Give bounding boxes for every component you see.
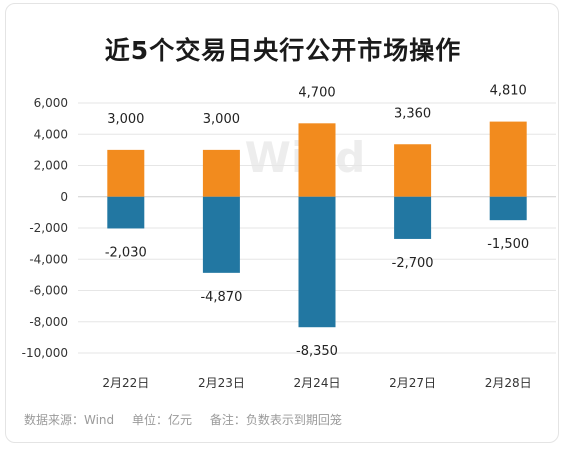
data-source-note: 数据来源：Wind <box>24 413 115 427</box>
x-category-label: 2月24日 <box>294 376 341 390</box>
y-tick-label: -10,000 <box>22 346 68 360</box>
positive-data-label: 3,000 <box>203 112 240 127</box>
chart-card <box>5 3 559 443</box>
negative-note: 备注：负数表示到期回笼 <box>209 413 342 427</box>
negative-bar <box>489 196 527 221</box>
positive-data-label: 3,000 <box>107 112 144 127</box>
y-tick-label: 2,000 <box>34 159 68 173</box>
positive-data-label: 4,810 <box>490 84 527 99</box>
negative-data-label: -2,030 <box>105 245 147 260</box>
y-tick-label: 0 <box>60 190 68 204</box>
unit-note: 单位：亿元 <box>132 413 193 427</box>
y-tick-label: -8,000 <box>29 315 68 329</box>
y-tick-label: 6,000 <box>34 96 68 110</box>
x-category-label: 2月27日 <box>389 376 436 390</box>
x-category-label: 2月28日 <box>485 376 532 390</box>
y-tick-label: -6,000 <box>29 284 68 298</box>
positive-data-label: 3,360 <box>394 106 431 121</box>
y-tick-label: -2,000 <box>29 221 68 235</box>
positive-data-label: 4,700 <box>298 85 335 100</box>
negative-bar <box>202 196 240 273</box>
negative-bar <box>394 196 432 239</box>
y-tick-label: -4,000 <box>29 252 68 266</box>
positive-bar <box>202 149 240 197</box>
positive-bar <box>394 144 432 197</box>
negative-data-label: -1,500 <box>487 237 529 252</box>
negative-bar <box>298 196 336 328</box>
chart-footer: 数据来源：Wind 单位：亿元 备注：负数表示到期回笼 <box>24 411 356 428</box>
positive-bar <box>298 123 336 197</box>
negative-bar <box>107 196 145 229</box>
positive-bar <box>107 149 145 197</box>
x-category-label: 2月22日 <box>102 376 149 390</box>
negative-data-label: -8,350 <box>296 344 338 359</box>
negative-data-label: -4,870 <box>200 290 242 305</box>
negative-data-label: -2,700 <box>392 256 434 271</box>
x-category-label: 2月23日 <box>198 376 245 390</box>
positive-bar <box>489 121 527 197</box>
chart-title: 近5个交易日央行公开市场操作 <box>104 36 462 65</box>
y-tick-label: 4,000 <box>34 127 68 141</box>
